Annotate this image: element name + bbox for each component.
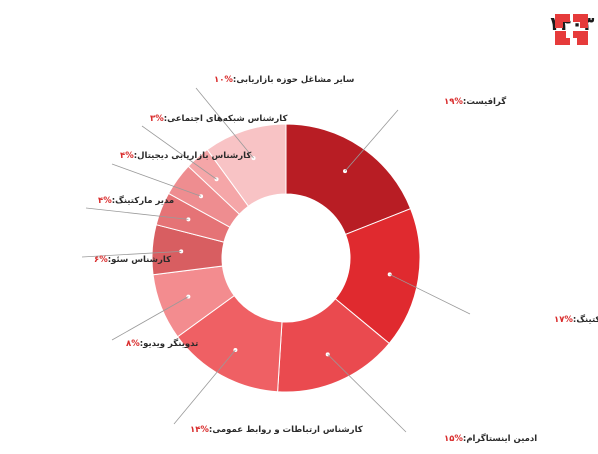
slice-label-7: مدیر مارکتینگ:%۴: [98, 195, 174, 206]
leader-line-5: [111, 296, 189, 341]
slice-label-name-6: کارشناس سئو:: [108, 255, 171, 265]
slice-label-value-5: %۸: [126, 339, 140, 349]
slice-label-6: کارشناس سئو:%۶: [94, 255, 171, 265]
slice-label-value-9: %۳: [150, 114, 164, 124]
brand-logo-icon: [555, 14, 588, 45]
slice-label-value-6: %۶: [94, 255, 108, 265]
slice-label-value-8: %۴: [120, 151, 134, 161]
slice-label-value-3: %۱۵: [444, 434, 463, 444]
slice-label-name-9: کارشناس شبکه‌های اجتماعی:: [164, 114, 288, 124]
slice-label-name-7: مدیر مارکتینگ:: [112, 195, 174, 206]
slice-label-2: کارشناس مارکتینگ:%۱۷: [554, 314, 598, 325]
slice-label-5: تدوینگر ویدیو:%۸: [126, 338, 198, 349]
slice-label-value-10: %۱۰: [214, 75, 233, 85]
donut-slice-1: [285, 123, 412, 236]
leader-line-3: [327, 354, 407, 433]
labels-layer: گرافیست:%۱۹ کارشناس مارکتینگ:%۱۷ ادمین این…: [94, 75, 598, 444]
slice-label-value-1: %۱۹: [444, 97, 463, 107]
slice-label-1: گرافیست:%۱۹: [444, 96, 506, 107]
slice-label-value-7: %۴: [98, 196, 112, 206]
leader-line-4: [173, 349, 236, 425]
slice-label-name-5: تدوینگر ویدیو:: [140, 338, 199, 349]
slices-layer: [151, 123, 421, 393]
donut-slice-10: [206, 123, 287, 207]
slice-label-name-1: گرافیست:: [463, 96, 506, 107]
slice-label-name-10: سایر مشاغل حوزه بازاریابی:: [233, 75, 354, 85]
slice-label-9: کارشناس شبکه‌های اجتماعی:%۳: [150, 114, 287, 124]
slice-label-value-2: %۱۷: [554, 315, 573, 325]
leader-line-9: [141, 125, 217, 180]
leader-line-1: [344, 109, 399, 172]
slice-label-name-3: ادمین اینستاگرام:: [463, 433, 537, 444]
leader-lines-layer: [81, 87, 471, 433]
slice-label-value-4: %۱۴: [190, 425, 209, 435]
leader-line-6: [81, 251, 182, 258]
leader-line-2: [389, 274, 471, 315]
slice-label-10: سایر مشاغل حوزه بازاریابی:%۱۰: [214, 75, 354, 85]
slice-label-name-2: کارشناس مارکتینگ:: [573, 314, 598, 325]
slice-label-3: ادمین اینستاگرام:%۱۵: [444, 433, 537, 444]
slice-label-name-8: کارشناس بازاریابی دیجیتال:: [134, 151, 252, 161]
slice-label-name-4: کارشناس ارتباطات و روابط عمومی:: [209, 425, 363, 435]
slice-label-8: کارشناس بازاریابی دیجیتال:%۴: [120, 151, 251, 161]
leader-line-7: [85, 207, 189, 220]
slice-label-4: کارشناس ارتباطات و روابط عمومی:%۱۴: [190, 425, 363, 435]
leader-line-10: [195, 87, 254, 159]
leader-line-8: [111, 163, 202, 197]
